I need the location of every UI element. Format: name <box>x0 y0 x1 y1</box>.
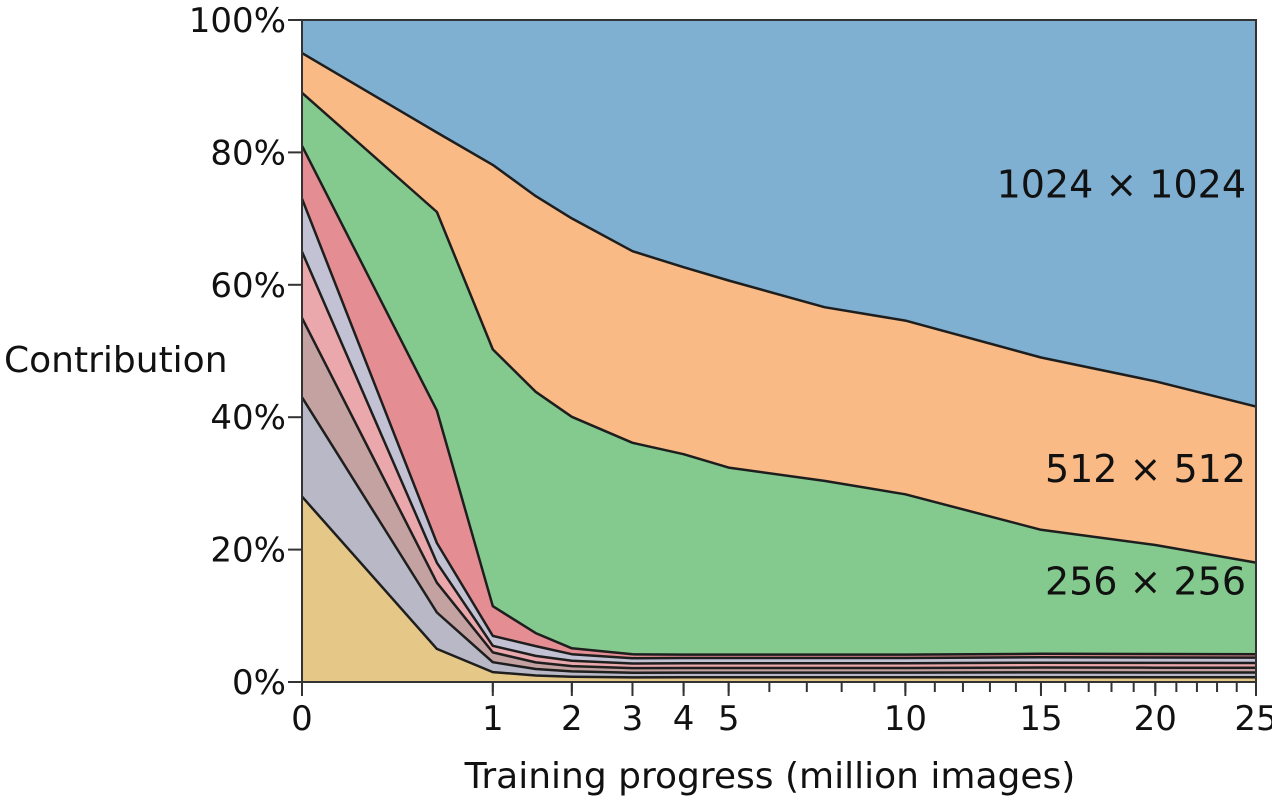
x-axis-title: Training progress (million images) <box>464 756 1076 797</box>
series-label: 1024 × 1024 <box>997 163 1246 207</box>
series-boundary-line <box>300 198 1257 660</box>
area-series-7 <box>302 92 1256 655</box>
area-series-9 <box>302 20 1256 407</box>
series-boundary-line <box>300 317 1257 670</box>
y-tick-label: 60% <box>210 266 286 306</box>
y-axis-title: Contribution <box>4 340 228 381</box>
x-tick-label: 2 <box>561 699 583 739</box>
y-tick-label: 80% <box>210 133 286 173</box>
y-tick-label: 0% <box>232 663 286 703</box>
area-series-8 <box>302 53 1256 563</box>
x-tick-label: 1 <box>482 699 504 739</box>
x-tick-label: 10 <box>884 699 927 739</box>
y-axis: 0% 20% 40% 60% 80% 100% <box>189 1 302 703</box>
x-tick-label: 3 <box>622 699 644 739</box>
area-layer <box>302 20 1256 682</box>
x-tick-label: 20 <box>1134 699 1177 739</box>
series-label: 512 × 512 <box>1045 447 1246 491</box>
x-tick-label: 15 <box>1019 699 1062 739</box>
x-tick-label: 25 <box>1234 699 1272 739</box>
y-tick-label: 20% <box>210 531 286 571</box>
series-boundary-line <box>300 251 1257 665</box>
series-boundary-line <box>301 52 1257 408</box>
y-tick-label: 100% <box>189 1 286 41</box>
y-tick-label: 40% <box>210 398 286 438</box>
series-boundary-line <box>300 396 1256 675</box>
series-label-layer: 256 × 256 512 × 512 1024 × 1024 <box>997 163 1246 604</box>
x-tick-label: 5 <box>718 699 740 739</box>
plot-frame <box>301 19 1257 683</box>
area-series-1 <box>302 496 1256 682</box>
series-boundary-line <box>301 495 1257 679</box>
boundary-layer <box>300 52 1257 679</box>
series-boundary-line <box>300 145 1257 656</box>
series-boundary-line <box>301 91 1257 564</box>
series-label: 256 × 256 <box>1045 560 1246 604</box>
x-tick-label: 4 <box>673 699 695 739</box>
x-tick-label: 0 <box>291 699 313 739</box>
x-axis: 0 1 2 3 4 5 10 15 20 25 <box>291 682 1272 739</box>
